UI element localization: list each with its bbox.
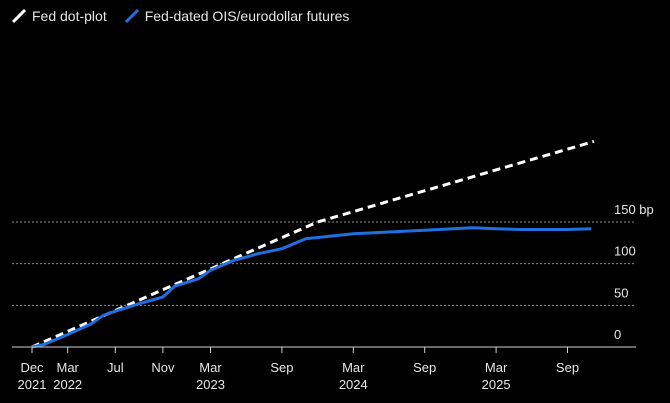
futures-series-line <box>31 226 592 349</box>
x-tick-label: Sep <box>413 360 436 375</box>
x-tick-label: Mar <box>57 360 80 375</box>
legend-item-futures: Fed-dated OIS/eurodollar futures <box>124 8 350 24</box>
legend: Fed dot-plot Fed-dated OIS/eurodollar fu… <box>12 8 349 24</box>
x-tick-year-label: 2022 <box>53 377 82 392</box>
x-tick-label: Jul <box>107 360 124 375</box>
x-tick-label: Mar <box>199 360 222 375</box>
legend-label-futures: Fed-dated OIS/eurodollar futures <box>144 8 350 24</box>
legend-label-dotplot: Fed dot-plot <box>32 8 107 24</box>
x-axis: Dec 2021 Mar 2022 Jul Nov Mar 2023 Sep Mar 2024 Sep… <box>12 346 636 392</box>
grid-layer <box>12 221 636 306</box>
x-tick-label: Sep <box>270 360 293 375</box>
x-tick-label: Dec <box>20 360 44 375</box>
dotplot-swatch-icon <box>12 9 26 23</box>
dotplot-series-line <box>31 139 595 349</box>
y-tick-label: 150 bp <box>614 202 654 217</box>
x-tick-year-label: 2025 <box>482 377 511 392</box>
x-tick-year-label: 2021 <box>18 377 47 392</box>
futures-swatch-icon <box>124 9 139 23</box>
x-tick-label: Mar <box>485 360 508 375</box>
x-tick-year-label: 2024 <box>339 377 368 392</box>
y-tick-label: 100 <box>614 244 636 259</box>
y-tick-labels: 0 50 100 150 bp <box>614 202 654 342</box>
x-tick-label: Nov <box>151 360 175 375</box>
x-tick-year-label: 2023 <box>196 377 225 392</box>
series-layer <box>31 139 595 349</box>
y-tick-label: 50 <box>614 285 628 300</box>
legend-item-dotplot: Fed dot-plot <box>12 8 107 24</box>
x-tick-label: Sep <box>556 360 579 375</box>
x-tick-label: Mar <box>342 360 365 375</box>
y-tick-label: 0 <box>614 327 621 342</box>
